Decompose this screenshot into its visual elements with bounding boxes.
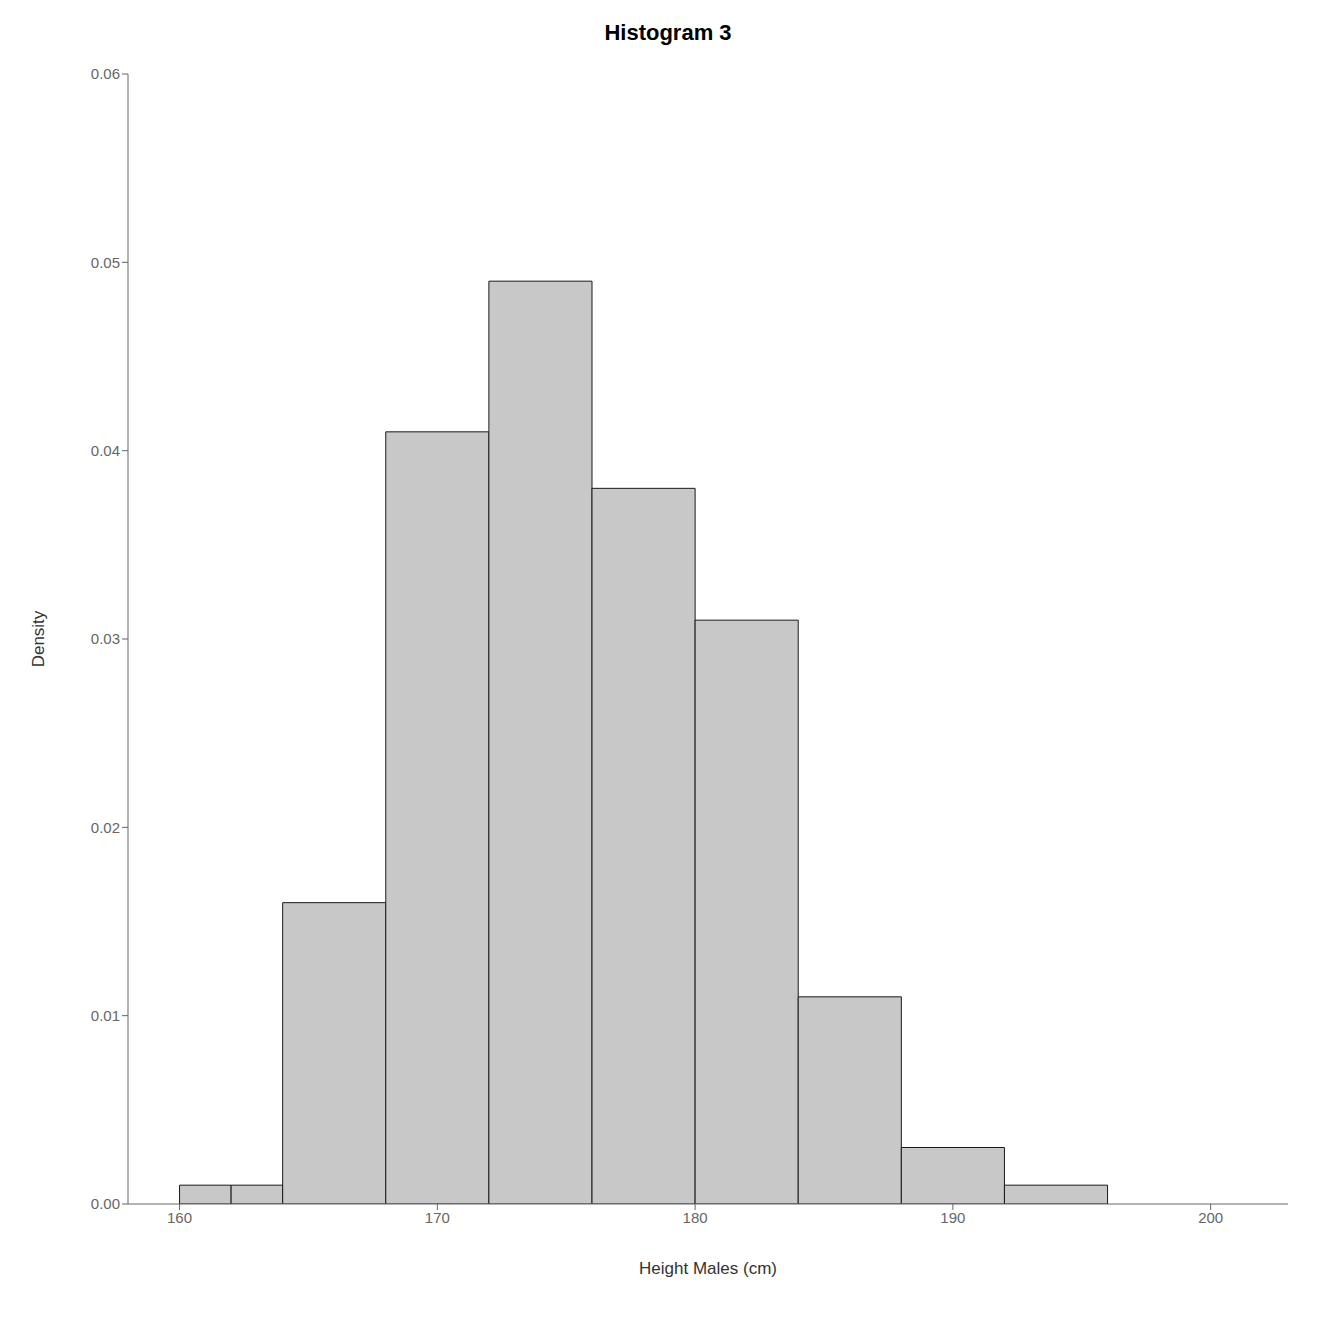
svg-text:200: 200 [1198, 1209, 1223, 1226]
html-text:Histogram 3: Histogram 3 [604, 20, 732, 45]
svg-text:0.05: 0.05 [91, 254, 120, 271]
svg-text:0.06: 0.06 [91, 65, 120, 82]
svg-text:0.01: 0.01 [91, 1007, 120, 1024]
svg-text:170: 170 [425, 1209, 450, 1226]
svg-text:Height Males (cm): Height Males (cm) [639, 1259, 777, 1278]
svg-text:190: 190 [940, 1209, 965, 1226]
svg-text:180: 180 [683, 1209, 708, 1226]
svg-text:0.04: 0.04 [91, 442, 120, 459]
svg-text:Density: Density [29, 610, 48, 667]
svg-text:0.02: 0.02 [91, 819, 120, 836]
svg-text:0.00: 0.00 [91, 1195, 120, 1212]
svg-text:0.03: 0.03 [91, 630, 120, 647]
svg-text:160: 160 [167, 1209, 192, 1226]
